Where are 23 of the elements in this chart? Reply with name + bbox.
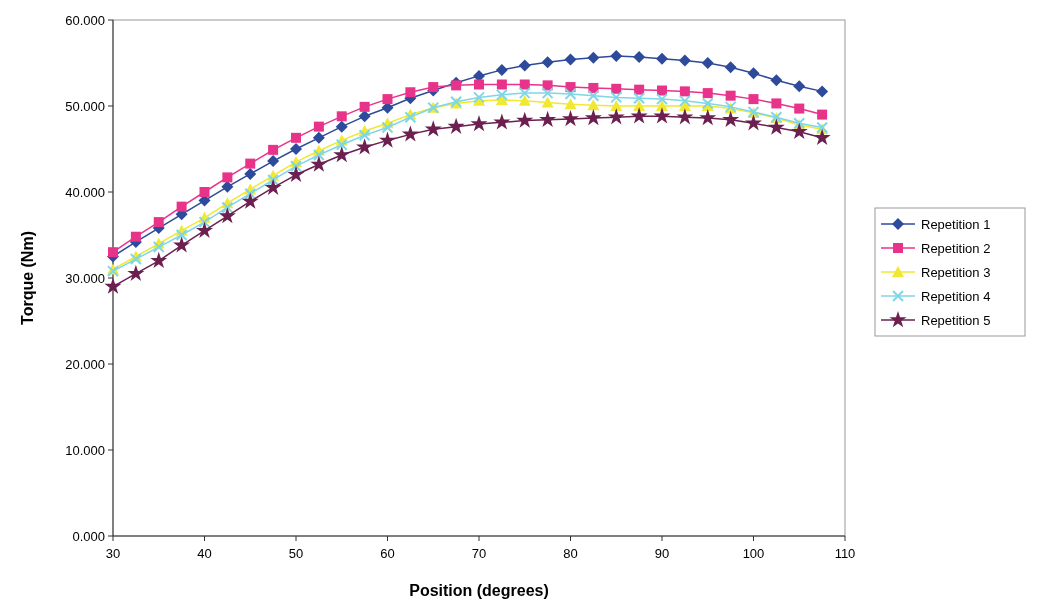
x-tick-label: 50	[288, 546, 304, 561]
legend-label: Repetition 2	[921, 240, 991, 256]
y-tick-label: 20.000	[65, 356, 105, 372]
legend-label: Repetition 3	[921, 264, 991, 280]
x-tick-label: 70	[471, 546, 487, 561]
x-tick-label: 90	[654, 546, 670, 561]
x-tick-label: 60	[380, 546, 395, 561]
legend-label: Repetition 1	[921, 216, 991, 232]
y-tick-label: 30.000	[65, 270, 105, 286]
y-tick-label: 50.000	[65, 98, 105, 114]
x-tick-label: 30	[105, 546, 121, 561]
x-tick-label: 100	[742, 546, 765, 561]
y-tick-label: 40.000	[65, 184, 105, 200]
x-tick-label: 110	[834, 546, 856, 561]
legend-label: Repetition 4	[921, 288, 991, 304]
y-axis-title: Torque (Nm)	[19, 231, 36, 325]
legend-label: Repetition 5	[921, 312, 991, 328]
x-tick-label: 80	[563, 546, 578, 561]
x-axis-title: Position (degrees)	[409, 582, 549, 599]
y-tick-label: 0.000	[72, 528, 105, 544]
x-tick-label: 40	[197, 546, 212, 561]
y-tick-label: 60.000	[65, 12, 105, 28]
y-tick-label: 10.000	[65, 442, 105, 458]
